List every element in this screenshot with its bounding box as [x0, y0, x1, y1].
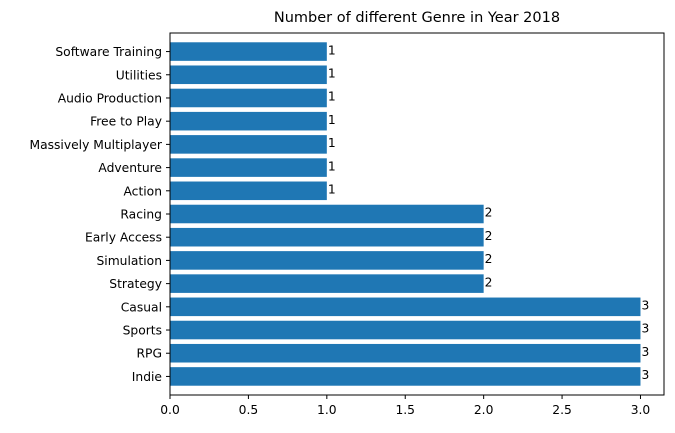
y-tick-label: Strategy	[109, 277, 162, 291]
bar-racing	[170, 204, 484, 224]
bar-casual	[170, 297, 641, 317]
y-tick-label: Simulation	[96, 254, 162, 268]
bar-utilities	[170, 65, 327, 85]
data-label: 1	[328, 43, 336, 57]
bar-indie	[170, 367, 641, 386]
data-label: 3	[641, 345, 649, 359]
y-axis: Indie RPG Sports Casual Strategy Simulation Ea…	[29, 45, 170, 384]
x-tick-label: 0.0	[160, 403, 180, 417]
y-tick-label: Audio Production	[58, 91, 162, 105]
x-tick-label: 2.0	[474, 403, 494, 417]
x-tick-label: 1.5	[395, 403, 415, 417]
bar-early-access	[170, 227, 484, 247]
data-label: 3	[641, 322, 649, 336]
data-label: 1	[328, 66, 336, 80]
bar-rpg	[170, 343, 641, 363]
data-label: 2	[485, 206, 493, 220]
y-tick-label: Racing	[120, 208, 162, 222]
axes-frame	[169, 32, 665, 396]
x-tick-label: 2.5	[552, 403, 572, 417]
bar-simulation	[170, 251, 484, 270]
data-label: 1	[328, 159, 336, 173]
bar-audio-production	[170, 88, 327, 108]
data-labels-layer: 3 3 3 3 2 2 2 2 1 1 1 1 1 1 1	[328, 43, 649, 382]
y-tick-label: Casual	[121, 300, 162, 314]
bar-software-training	[170, 42, 327, 61]
bar-massively-multiplayer	[170, 135, 327, 154]
y-tick-label: Early Access	[85, 231, 162, 245]
x-tick-label: 0.5	[239, 403, 259, 417]
data-label: 2	[485, 252, 493, 266]
data-label: 2	[485, 229, 493, 243]
y-tick-label: Utilities	[116, 68, 162, 82]
y-tick-label: Adventure	[98, 161, 162, 175]
bar-action	[170, 181, 327, 201]
data-label: 3	[641, 299, 649, 313]
data-label: 1	[328, 90, 336, 104]
data-label: 1	[328, 113, 336, 127]
bar-sports	[170, 320, 641, 340]
y-tick-label: Free to Play	[90, 115, 162, 129]
y-tick-label: Software Training	[55, 45, 162, 59]
y-tick-label: Sports	[123, 324, 162, 338]
y-tick-label: Indie	[132, 370, 162, 384]
bar-free-to-play	[170, 111, 327, 131]
bar-adventure	[170, 158, 327, 177]
y-tick-label: RPG	[137, 347, 163, 361]
x-tick-label: 1.0	[317, 403, 337, 417]
data-label: 1	[328, 183, 336, 197]
chart-title: Number of different Genre in Year 2018	[274, 10, 560, 26]
data-label: 1	[328, 136, 336, 150]
y-tick-label: Action	[123, 184, 162, 198]
x-axis: 0.0 0.5 1.0 1.5 2.0 2.5 3.0	[160, 395, 650, 417]
data-label: 2	[485, 275, 493, 289]
x-tick-label: 3.0	[631, 403, 651, 417]
data-label: 3	[641, 368, 649, 382]
bars-layer	[170, 42, 641, 386]
bar-strategy	[170, 274, 484, 293]
y-tick-label: Massively Multiplayer	[29, 138, 162, 152]
